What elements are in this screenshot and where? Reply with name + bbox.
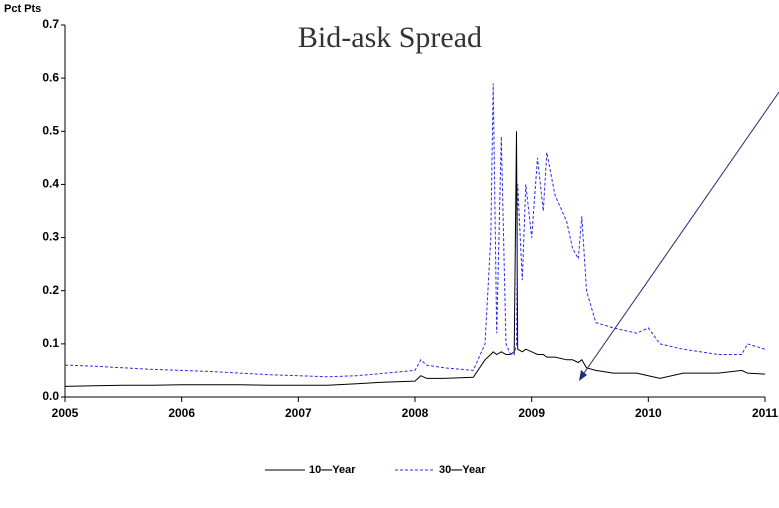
x-tick-label: 2011 xyxy=(752,406,778,420)
y-tick-label: 0.5 xyxy=(42,123,59,137)
arrow-head xyxy=(579,370,587,381)
line-series xyxy=(64,131,766,387)
x-tick-label: 2006 xyxy=(168,406,195,420)
annotation-arrow xyxy=(581,91,779,377)
y-tick-label: 0.2 xyxy=(42,283,59,297)
y-tick-label: 0.0 xyxy=(42,389,59,403)
x-tick-label: 2007 xyxy=(285,406,312,420)
legend-label: 10—Year xyxy=(309,464,356,476)
x-tick-label: 2010 xyxy=(635,406,662,420)
y-tick-label: 0.4 xyxy=(42,177,59,191)
y-axis-label: Pct Pts xyxy=(4,3,41,15)
y-tick-label: 0.6 xyxy=(42,70,59,84)
y-tick-label: 0.7 xyxy=(42,17,59,31)
y-tick-label: 0.3 xyxy=(42,230,59,244)
x-tick-label: 2008 xyxy=(402,406,429,420)
x-tick-label: 2005 xyxy=(52,406,79,420)
legend-label: 30—Year xyxy=(439,464,486,476)
line-series xyxy=(64,83,766,378)
y-tick-label: 0.1 xyxy=(42,336,59,350)
x-tick-label: 2009 xyxy=(518,406,545,420)
chart-title: Bid-ask Spread xyxy=(298,21,482,54)
